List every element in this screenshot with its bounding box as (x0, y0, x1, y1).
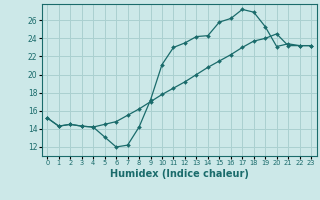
X-axis label: Humidex (Indice chaleur): Humidex (Indice chaleur) (110, 169, 249, 179)
